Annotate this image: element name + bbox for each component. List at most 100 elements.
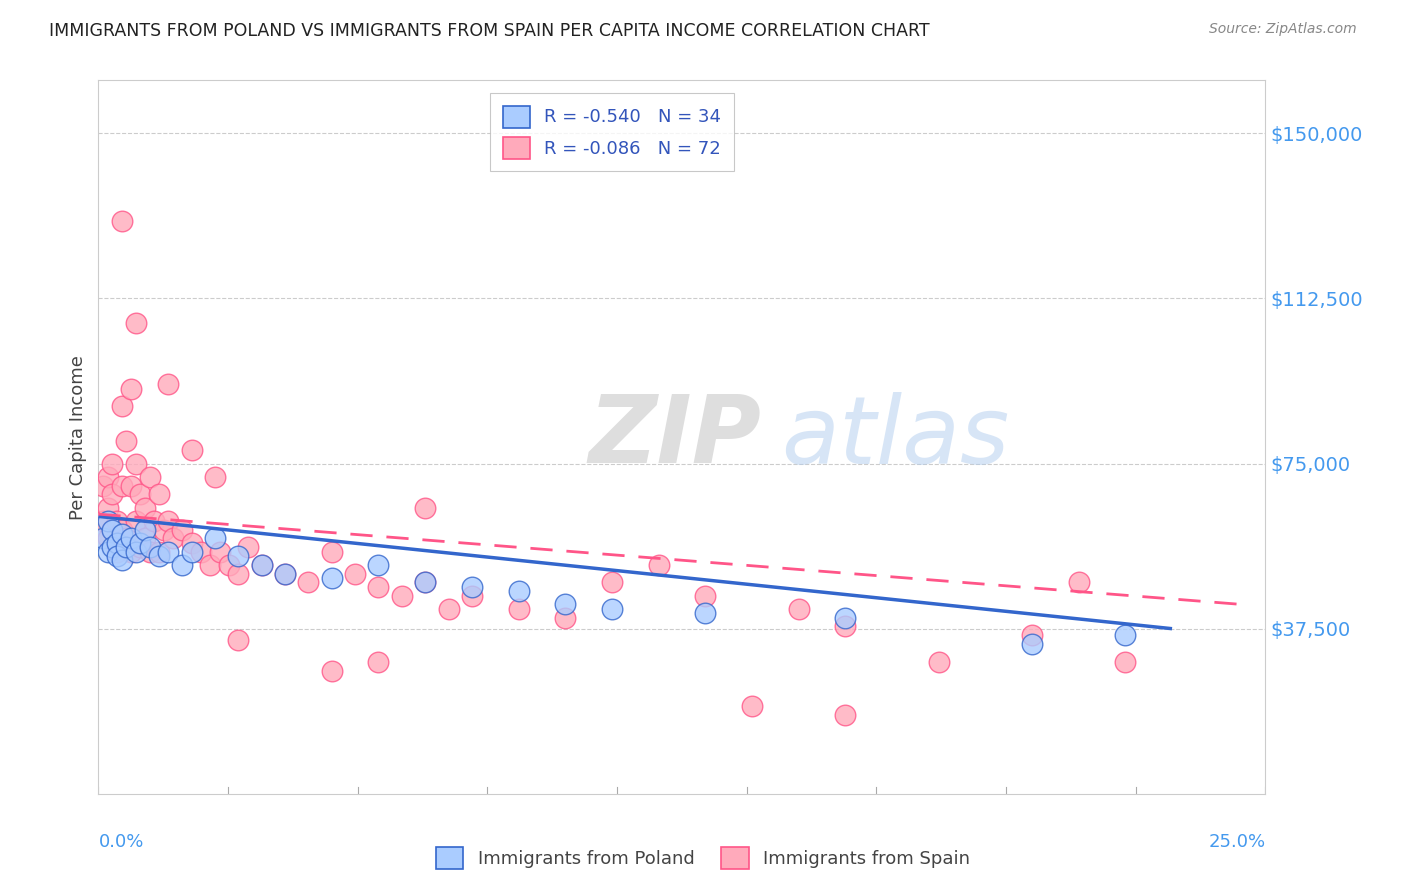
Point (508, 602, 530, 616)
Point (250, 558, 273, 572)
Point (741, 698, 763, 713)
Text: Source: ZipAtlas.com: Source: ZipAtlas.com (1209, 22, 1357, 37)
Point (129, 536, 152, 550)
Point (274, 566, 297, 581)
Point (120, 382, 142, 396)
Point (125, 457, 148, 471)
Point (97, 544, 120, 558)
Point (787, 602, 810, 616)
Point (105, 514, 128, 528)
Text: 25.0%: 25.0% (1208, 833, 1265, 851)
Point (148, 549, 170, 563)
Point (125, 544, 148, 558)
Point (180, 544, 202, 558)
Point (120, 544, 142, 558)
Point (367, 580, 389, 594)
Point (143, 514, 166, 528)
Point (111, 214, 134, 228)
Point (208, 544, 231, 558)
Point (554, 598, 576, 612)
Point (834, 610, 856, 624)
Point (204, 532, 226, 546)
Point (321, 544, 343, 558)
Point (101, 540, 124, 554)
Point (134, 532, 156, 546)
Point (461, 589, 484, 603)
Point (200, 558, 222, 572)
Point (148, 487, 170, 501)
Point (367, 655, 389, 669)
Point (120, 478, 142, 492)
Point (297, 575, 319, 590)
Point (321, 571, 343, 585)
Point (1021, 628, 1043, 642)
Point (157, 544, 180, 558)
Point (1114, 628, 1136, 642)
Point (125, 514, 148, 528)
Legend: Immigrants from Poland, Immigrants from Spain: Immigrants from Poland, Immigrants from … (427, 838, 979, 879)
Point (391, 589, 413, 603)
Point (134, 523, 156, 537)
Point (101, 487, 124, 501)
Point (274, 566, 297, 581)
Point (508, 584, 530, 599)
Text: atlas: atlas (782, 392, 1010, 483)
Point (600, 602, 623, 616)
Point (344, 566, 367, 581)
Point (115, 434, 138, 449)
Point (139, 544, 162, 558)
Point (115, 540, 138, 554)
Point (1021, 637, 1043, 651)
Point (157, 377, 180, 392)
Point (111, 527, 134, 541)
Point (91, 478, 114, 492)
Point (367, 558, 389, 572)
Point (101, 523, 124, 537)
Point (180, 536, 202, 550)
Point (139, 469, 162, 483)
Point (228, 549, 250, 563)
Point (105, 549, 128, 563)
Point (413, 500, 436, 515)
Point (129, 487, 152, 501)
Point (695, 589, 717, 603)
Point (111, 553, 134, 567)
Text: 0.0%: 0.0% (98, 833, 143, 851)
Point (413, 575, 436, 590)
Point (600, 575, 623, 590)
Point (413, 575, 436, 590)
Point (695, 607, 717, 621)
Point (115, 532, 138, 546)
Point (152, 523, 174, 537)
Legend: R = -0.540   N = 34, R = -0.086   N = 72: R = -0.540 N = 34, R = -0.086 N = 72 (489, 93, 734, 171)
Point (228, 632, 250, 647)
Point (97, 532, 120, 546)
Point (134, 500, 156, 515)
Point (111, 399, 134, 413)
Point (91, 532, 114, 546)
Point (250, 558, 273, 572)
Point (190, 544, 212, 558)
Point (139, 540, 162, 554)
Point (105, 536, 128, 550)
Text: ZIP: ZIP (589, 391, 762, 483)
Point (1114, 655, 1136, 669)
Point (120, 532, 142, 546)
Point (148, 544, 170, 558)
Point (1067, 575, 1090, 590)
Point (218, 558, 240, 572)
Point (647, 558, 669, 572)
Point (928, 655, 950, 669)
Point (157, 514, 180, 528)
Point (437, 602, 460, 616)
Point (101, 523, 124, 537)
Point (204, 469, 226, 483)
Point (461, 580, 484, 594)
Point (105, 544, 128, 558)
Point (172, 558, 194, 572)
Y-axis label: Per Capita Income: Per Capita Income (69, 355, 87, 519)
Point (97, 514, 120, 528)
Point (180, 443, 202, 458)
Point (129, 540, 152, 554)
Point (125, 316, 148, 330)
